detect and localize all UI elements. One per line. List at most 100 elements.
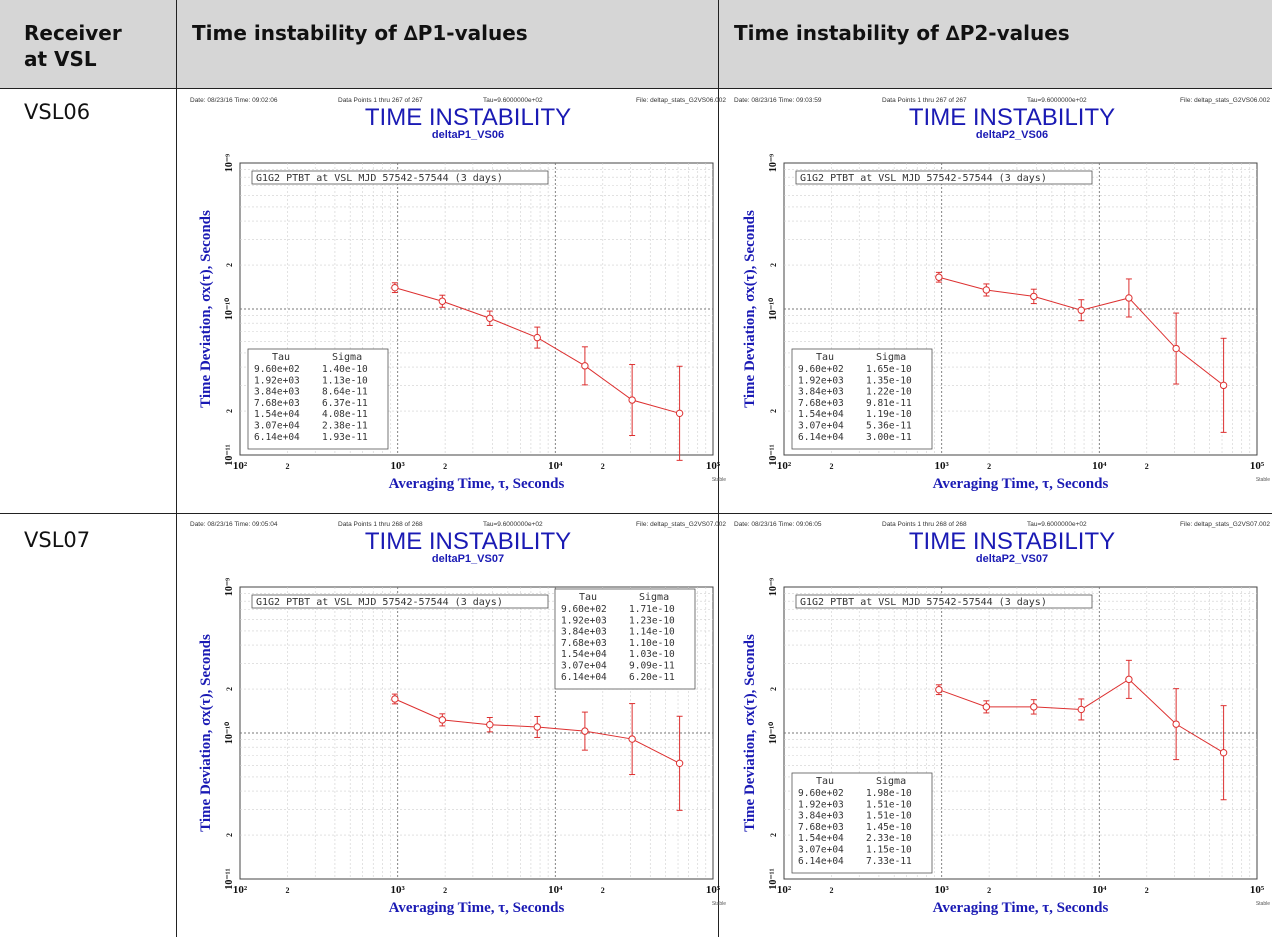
x-tick-label: 2 [443, 886, 447, 895]
legend-sigma-value: 1.51e-10 [866, 811, 912, 822]
x-tick-label: 10⁵ [1250, 460, 1265, 472]
legend-tau-value: 3.84e+03 [561, 627, 607, 638]
y-tick-label: 10⁻¹⁰ [224, 722, 235, 744]
data-point [675, 409, 684, 418]
plot-file: File: deltap_stats_G2VS06.002 [636, 97, 726, 104]
data-point [533, 723, 541, 731]
legend-sigma-value: 2.33e-10 [866, 833, 912, 844]
legend-sigma-value: 9.81e-11 [866, 398, 912, 409]
y-tick-label: 10⁻⁹ [224, 154, 235, 172]
data-point [628, 396, 636, 404]
plot-subtitle: deltaP2_VS06 [976, 129, 1048, 141]
plot-dp1-vsl07: Date: 08/23/16 Time: 09:05:04 Data Points… [188, 517, 728, 929]
data-point [1030, 292, 1038, 301]
legend-tau-value: 1.54e+04 [798, 409, 844, 420]
plot-title: TIME INSTABILITY [909, 528, 1115, 555]
data-point [1219, 381, 1228, 390]
series-line [938, 276, 1224, 386]
data-point [391, 283, 399, 292]
legend-tau-value: 9.60e+02 [798, 364, 844, 375]
plot-points-info: Data Points 1 thru 268 of 268 [882, 521, 967, 528]
legend-sigma-header: Sigma [876, 776, 906, 787]
plot-subtitle: deltaP1_VS06 [432, 129, 504, 141]
x-tick-label: 2 [285, 462, 289, 471]
legend-box [554, 588, 696, 690]
legend-sigma-value: 7.33e-11 [866, 856, 912, 867]
legend-tau-value: 1.92e+03 [254, 375, 300, 386]
x-tick-label: 10² [777, 460, 792, 472]
y-axis-label: Time Deviation, σx(τ), Seconds [198, 634, 214, 832]
y-tick-label: 2 [769, 409, 778, 413]
plot-subtitle: deltaP1_VS07 [432, 553, 504, 565]
y-tick-label: 2 [225, 409, 234, 413]
col-divider-2 [718, 0, 719, 937]
data-point [1125, 294, 1133, 302]
x-axis-label: Averaging Time, τ, Seconds [389, 900, 565, 916]
y-tick-label: 10⁻⁹ [768, 154, 779, 172]
data-point [628, 735, 636, 743]
plot-dp2-vsl06-svg: Date: 08/23/16 Time: 09:03:59 Data Points… [734, 97, 1270, 492]
legend-sigma-value: 5.36e-11 [866, 421, 912, 432]
legend-sigma-header: Sigma [876, 352, 906, 363]
y-tick-label: 10⁻¹¹ [224, 868, 235, 889]
x-tick-label: 10² [777, 884, 792, 896]
header-receiver: Receiver at VSL [24, 21, 122, 71]
x-tick-label: 2 [987, 462, 991, 471]
y-axis-label: Time Deviation, σx(τ), Seconds [198, 210, 214, 408]
x-tick-label: 2 [829, 886, 833, 895]
legend-tau-value: 6.14e+04 [798, 856, 844, 867]
legend-sigma-value: 1.14e-10 [629, 627, 675, 638]
x-tick-label: 2 [829, 462, 833, 471]
y-axis-label: Time Deviation, σx(τ), Seconds [742, 634, 758, 832]
y-tick-label: 10⁻⁹ [768, 578, 779, 596]
plot-dp2-vsl06: Date: 08/23/16 Time: 09:03:59 Data Points… [732, 93, 1272, 505]
legend-sigma-value: 8.64e-11 [322, 387, 368, 398]
legend-sigma-value: 6.37e-11 [322, 398, 368, 409]
y-tick-label: 2 [769, 833, 778, 837]
x-tick-label: 10² [233, 460, 248, 472]
legend-tau-value: 3.07e+04 [254, 421, 300, 432]
legend-sigma-value: 1.03e-10 [629, 649, 675, 660]
x-axis-label: Averaging Time, τ, Seconds [933, 900, 1109, 916]
data-point [438, 297, 447, 305]
header-dp1: Time instability of ∆P1-values [192, 21, 528, 45]
data-point [1219, 748, 1228, 757]
legend-tau-value: 9.60e+02 [798, 788, 844, 799]
x-tick-label: 2 [601, 886, 605, 895]
data-point [438, 716, 447, 724]
x-tick-label: 10⁴ [548, 884, 563, 896]
legend-tau-value: 3.07e+04 [561, 661, 607, 672]
plot-dp2-vsl07: Date: 08/23/16 Time: 09:06:05 Data Points… [732, 517, 1272, 929]
legend-tau-value: 3.07e+04 [798, 845, 844, 856]
data-point [982, 286, 991, 294]
plot-file: File: deltap_stats_G2VS07.002 [1180, 521, 1270, 528]
legend-tau-value: 3.07e+04 [798, 421, 844, 432]
legend-sigma-header: Sigma [332, 352, 362, 363]
x-tick-label: 10³ [935, 460, 950, 472]
legend-sigma-value: 4.08e-11 [322, 409, 368, 420]
legend-sigma-value: 1.65e-10 [866, 364, 912, 375]
y-tick-label: 2 [769, 263, 778, 267]
x-tick-label: 10³ [391, 460, 406, 472]
plot-points-info: Data Points 1 thru 267 of 267 [338, 97, 423, 104]
y-axis-label: Time Deviation, σx(τ), Seconds [742, 210, 758, 408]
legend-tau-value: 1.54e+04 [561, 649, 607, 660]
table-header-row [0, 0, 1272, 89]
legend-sigma-value: 1.98e-10 [866, 788, 912, 799]
data-point [1077, 705, 1085, 714]
row-label-vsl06: VSL06 [24, 100, 91, 124]
annotation-text: G1G2 PTBT at VSL MJD 57542-57544 (3 days… [800, 173, 1047, 184]
x-tick-label: 2 [1145, 462, 1149, 471]
plot-subtitle: deltaP2_VS07 [976, 553, 1048, 565]
legend-tau-header: Tau [272, 352, 290, 363]
legend-sigma-value: 9.09e-11 [629, 661, 675, 672]
legend-sigma-value: 1.15e-10 [866, 845, 912, 856]
data-point [391, 695, 399, 703]
legend-tau-value: 3.84e+03 [798, 811, 844, 822]
header-dp2: Time instability of ∆P2-values [734, 21, 1070, 45]
data-point [581, 362, 589, 370]
legend-tau-value: 6.14e+04 [561, 672, 607, 683]
plot-title: TIME INSTABILITY [365, 528, 571, 555]
legend-sigma-value: 1.71e-10 [629, 604, 675, 615]
plot-tau0: Tau=9.6000000e+02 [483, 97, 543, 104]
